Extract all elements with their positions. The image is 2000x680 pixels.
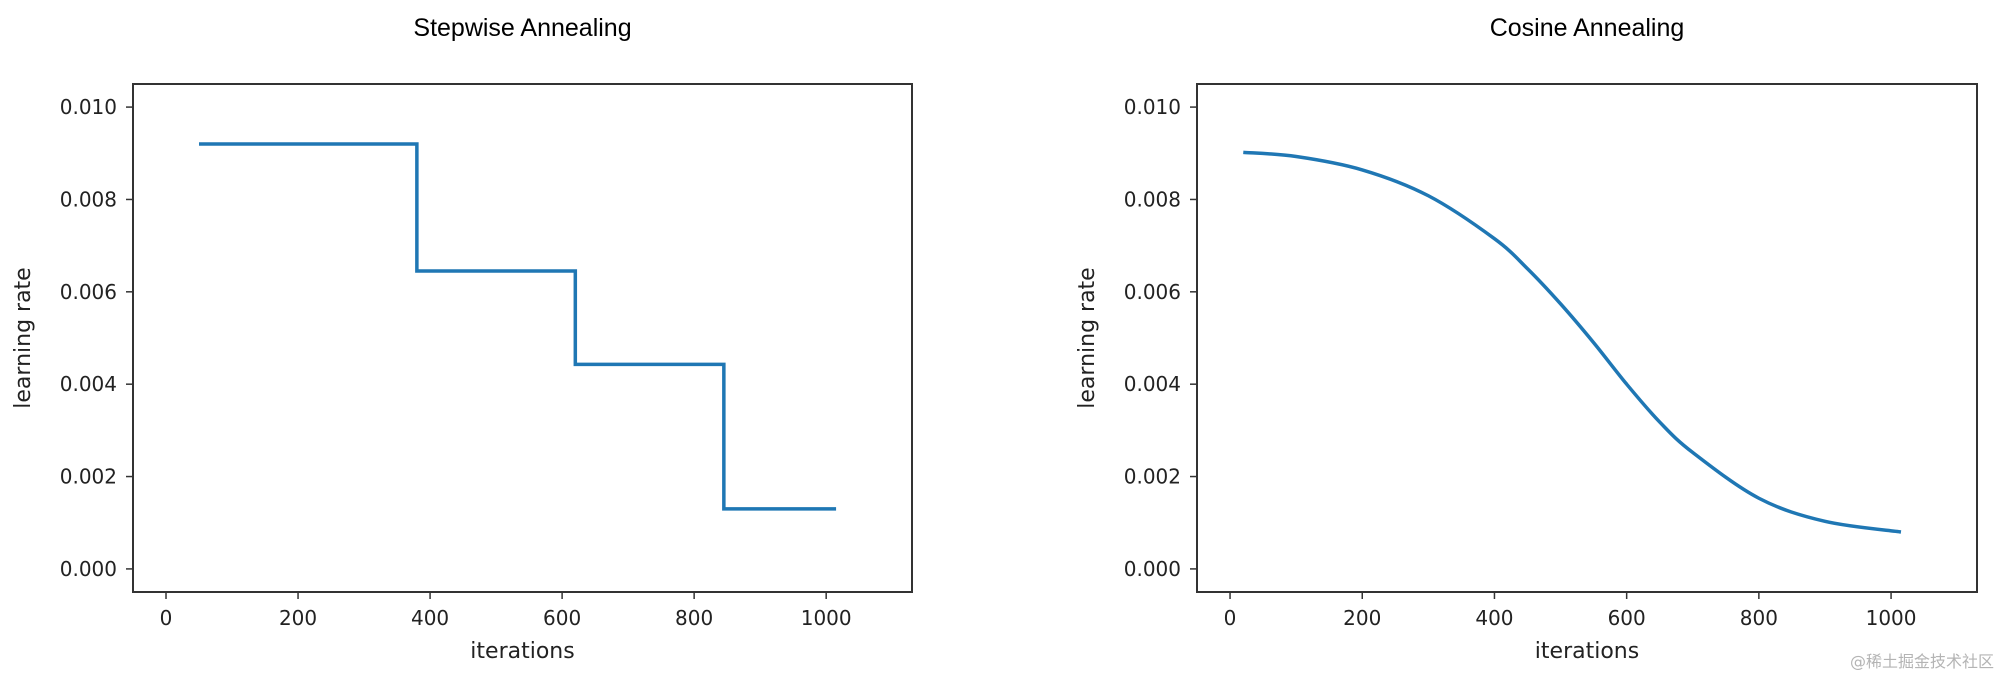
x-tick-label: 400 (1475, 606, 1513, 630)
x-tick-label: 200 (279, 606, 317, 630)
x-tick-label: 800 (1740, 606, 1778, 630)
series-line-cosine-0 (1243, 150, 1902, 534)
y-tick-label: 0.000 (1124, 557, 1181, 581)
x-tick-label: 400 (411, 606, 449, 630)
x-axis-label: iterations (1535, 639, 1639, 664)
y-tick-label: 0.004 (1124, 372, 1181, 396)
x-tick-label: 200 (1343, 606, 1381, 630)
y-tick-label: 0.008 (60, 187, 117, 211)
chart-title: Cosine Annealing (1490, 14, 1685, 42)
chart-title: Stepwise Annealing (413, 14, 631, 42)
y-tick-label: 0.006 (60, 280, 117, 304)
x-tick-label: 0 (160, 606, 173, 630)
y-tick-label: 0.000 (60, 557, 117, 581)
plot-area-cosine (1196, 83, 1978, 593)
plot-area-stepwise (132, 83, 913, 593)
x-tick-label: 600 (543, 606, 581, 630)
x-axis-label: iterations (470, 639, 574, 664)
chart-stepwise: Stepwise Annealing 0 200 400 600 800 1000 0.000… (11, 14, 913, 664)
y-tick-label: 0.004 (60, 372, 117, 396)
x-tick-label: 1000 (1866, 606, 1917, 630)
x-tick-label: 600 (1608, 606, 1646, 630)
y-tick-label: 0.006 (1124, 280, 1181, 304)
y-axis-label: learning rate (11, 267, 36, 408)
x-tick-label: 800 (675, 606, 713, 630)
y-tick-label: 0.002 (1124, 465, 1181, 489)
y-axis-label: learning rate (1075, 267, 1100, 408)
chart-cosine: Cosine Annealing 0 200 400 600 800 1000 0.000 0.… (1075, 14, 1978, 664)
series-line-stepwise-0 (199, 142, 837, 511)
x-tick-label: 1000 (801, 606, 852, 630)
y-tick-label: 0.010 (1124, 95, 1181, 119)
y-tick-label: 0.002 (60, 465, 117, 489)
y-tick-label: 0.010 (60, 95, 117, 119)
x-tick-label: 0 (1224, 606, 1237, 630)
watermark-text: @稀土掘金技术社区 (1849, 652, 1994, 671)
y-tick-label: 0.008 (1124, 187, 1181, 211)
